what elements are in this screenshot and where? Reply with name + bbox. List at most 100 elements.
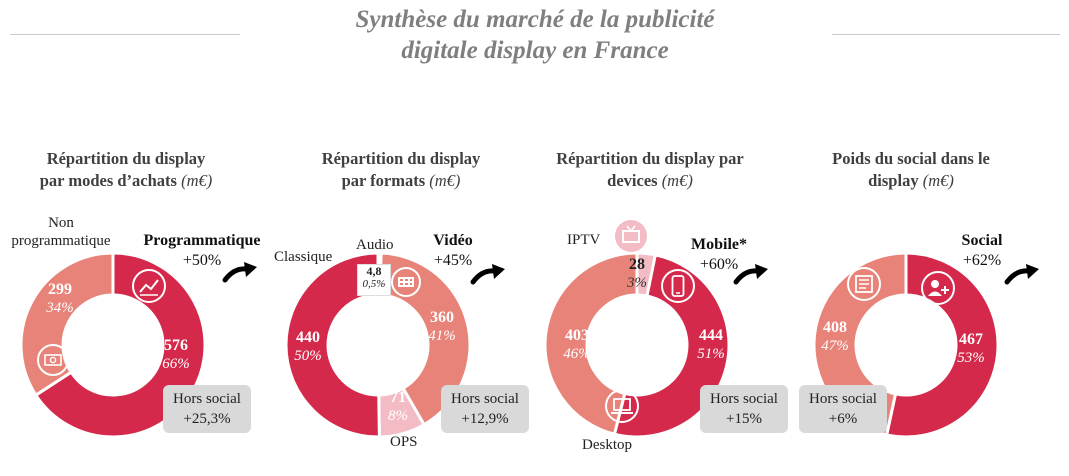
panel2-badge-line2: +12,9%: [461, 411, 509, 427]
panel2-highlight: Vidéo +45%: [418, 231, 488, 271]
panel2-pct-classique: 50%: [294, 348, 322, 364]
donut1-slice-non-programmatique: [19, 251, 115, 398]
page-title-line2: digitale display en France: [401, 37, 669, 64]
panel2-pct-video: 41%: [428, 328, 456, 344]
money-icon: [37, 344, 69, 376]
panel4-title-line2: display (m€): [800, 170, 1022, 192]
panel2-value-video: 360: [430, 309, 454, 326]
panel3-highlight-label: Mobile*: [691, 236, 747, 253]
panel3-badge-line2: +15%: [726, 411, 762, 427]
panel2-ext-audio: Audio: [356, 237, 394, 253]
panel1-pct-programmatique: 66%: [162, 356, 190, 372]
panel2-title-line1: Répartition du display: [321, 149, 481, 168]
panel1-title: Répartition du display par modes d’achat…: [10, 148, 242, 192]
panel3-value-desktop: 403: [565, 327, 589, 344]
donut4-slice-social: [884, 251, 1000, 439]
panel3-label-desktop: 403 46%: [550, 326, 604, 364]
panel1-badge-line2: +25,3%: [183, 411, 231, 427]
panel3-hors-social-badge: Hors social +15%: [700, 385, 788, 433]
panel2-title: Répartition du display par formats (m€): [290, 148, 512, 192]
panel3-label-iptv: 28 3%: [619, 255, 655, 293]
donut2-slice-classique: [284, 251, 381, 439]
panel1-label-programmatique: 576 66%: [148, 336, 204, 374]
panel1-ext-nonprog: Non programmatique: [0, 214, 122, 250]
news-icon: [847, 267, 881, 301]
panel3-title-line2-text: devices: [607, 171, 658, 190]
panel4-title-line1: Poids du social dans le: [832, 149, 990, 168]
panel2-title-line2-text: par formats: [341, 171, 426, 190]
panel4-pct-hors-social: 47%: [821, 338, 849, 354]
smartphone-icon: [661, 269, 695, 303]
panel2-pct-ops: 8%: [388, 408, 408, 424]
page-title-line1: Synthèse du marché de la publicité: [355, 6, 715, 33]
tv-icon: [615, 220, 647, 252]
donut3-slice-desktop: [543, 251, 639, 437]
panel1-title-line2-text: par modes d’achats: [39, 171, 177, 190]
panel3-title: Répartition du display par devices (m€): [532, 148, 768, 192]
panel3-unit: (m€): [661, 171, 693, 190]
panel1-donut-chart: [19, 251, 207, 439]
panel1-title-line1: Répartition du display: [46, 149, 206, 168]
panel3-ext-iptv: IPTV: [567, 232, 601, 248]
panel1-label-nonprog: 299 34%: [34, 280, 86, 318]
title-rule-right: [832, 34, 1060, 35]
page-title: Synthèse du marché de la publicité digit…: [240, 4, 830, 66]
panel2-value-classique: 440: [296, 329, 320, 346]
panel2-hors-social-badge: Hors social +12,9%: [441, 385, 529, 433]
panel3-pct-desktop: 46%: [563, 346, 591, 362]
panel2-value-ops: 71: [390, 389, 406, 406]
panel1-title-line2: par modes d’achats (m€): [10, 170, 242, 192]
panel1-value-programmatique: 576: [164, 337, 188, 354]
panel4-pct-social: 53%: [957, 350, 985, 366]
panel4-badge-line2: +6%: [828, 411, 858, 427]
panel4-unit: (m€): [922, 171, 954, 190]
panel1-ext-nonprog-line1: Non: [48, 215, 74, 231]
panel2-ext-classique: Classique: [274, 249, 333, 265]
panel3-highlight: Mobile* +60%: [678, 235, 760, 275]
panel1-badge-line1: Hors social: [173, 391, 241, 407]
panel4-value-social: 467: [959, 331, 983, 348]
panel3-title-line1: Répartition du display par: [556, 149, 744, 168]
panel2-label-audio: 4,8 0,5%: [357, 264, 391, 296]
panel1-hors-social-badge: Hors social +25,3%: [163, 385, 251, 433]
panel3-highlight-growth: +60%: [699, 256, 739, 273]
panel1-unit: (m€): [181, 171, 213, 190]
panel1-highlight-growth: +50%: [182, 252, 222, 269]
panel2-highlight-growth: +45%: [433, 252, 473, 269]
panel3-value-iptv: 28: [629, 256, 645, 273]
add-user-icon: [921, 271, 955, 305]
panel2-pct-audio: 0,5%: [362, 278, 386, 290]
panel2-value-audio: 4,8: [366, 264, 382, 278]
panel2-label-classique: 440 50%: [282, 328, 334, 366]
film-icon: [391, 267, 421, 297]
panel3-badge-line1: Hors social: [710, 391, 778, 407]
panel2-title-line2: par formats (m€): [290, 170, 512, 192]
panel1-highlight-label: Programmatique: [143, 232, 261, 249]
panel4-badge-line1: Hors social: [809, 391, 877, 407]
panel4-title: Poids du social dans le display (m€): [800, 148, 1022, 192]
panel1-value-nonprog: 299: [48, 281, 72, 298]
panel2-label-video: 360 41%: [414, 308, 470, 346]
panel3-pct-iptv: 3%: [627, 275, 647, 291]
panel4-label-hors-social: 408 47%: [808, 318, 862, 356]
panel3-value-mobile: 444: [699, 327, 723, 344]
laptop-icon: [605, 389, 639, 423]
panel2-growth-arrow-icon: [470, 264, 505, 285]
chart-icon: [132, 269, 166, 303]
panel3-label-mobile: 444 51%: [684, 326, 738, 364]
panel3-title-line2: devices (m€): [532, 170, 768, 192]
panel4-highlight: Social +62%: [944, 231, 1020, 271]
panel2-ext-ops: OPS: [390, 434, 418, 450]
panel3-ext-desktop: Desktop: [582, 437, 632, 453]
panel4-value-hors-social: 408: [823, 319, 847, 336]
panel1-growth-arrow-icon: [222, 262, 257, 283]
panel4-label-social: 467 53%: [944, 330, 998, 368]
panel2-highlight-label: Vidéo: [433, 232, 473, 249]
panel2-unit: (m€): [429, 171, 461, 190]
panel3-growth-arrow-icon: [733, 264, 768, 285]
title-rule-left: [10, 34, 240, 35]
panel4-growth-arrow-icon: [1004, 264, 1039, 285]
donut1-slice-programmatique: [33, 251, 207, 439]
panel1-highlight: Programmatique +50%: [128, 231, 276, 271]
panel2-badge-line1: Hors social: [451, 391, 519, 407]
